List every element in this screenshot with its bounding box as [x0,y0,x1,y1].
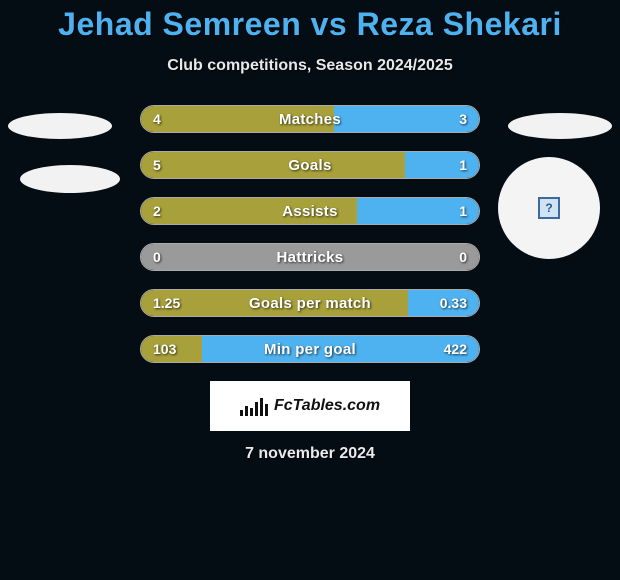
player-left-ellipse-2 [20,165,120,193]
stat-bar-left [141,336,202,362]
stat-row: 0Hattricks0 [140,243,480,271]
placeholder-avatar-icon [538,197,560,219]
page-title: Jehad Semreen vs Reza Shekari [0,0,620,43]
stat-row: 103Min per goal422 [140,335,480,363]
logo-text: FcTables.com [274,397,380,415]
stat-bar-right [357,198,479,224]
stat-row: 4Matches3 [140,105,480,133]
stat-bar-right [310,244,479,270]
stat-bar-right [334,106,479,132]
stat-bar-right [202,336,479,362]
stat-row: 1.25Goals per match0.33 [140,289,480,317]
stat-bar-left [141,244,310,270]
stat-bar-left [141,290,408,316]
stat-row: 5Goals1 [140,151,480,179]
player-left-ellipse-1 [8,113,112,139]
logo-bars-icon [240,396,268,416]
footer-date: 7 november 2024 [0,445,620,463]
stat-bar-right [405,152,479,178]
stat-bar-left [141,198,357,224]
player-right-avatar [498,157,600,259]
stat-bar-left [141,106,334,132]
stat-bars: 4Matches3 5Goals1 2Assists1 0Hattricks0 1.25… [140,105,480,381]
logo-box: FcTables.com [210,381,410,431]
stat-bar-left [141,152,405,178]
stat-bar-right [408,290,479,316]
player-right-ellipse-1 [508,113,612,139]
page-subtitle: Club competitions, Season 2024/2025 [0,57,620,75]
stat-row: 2Assists1 [140,197,480,225]
